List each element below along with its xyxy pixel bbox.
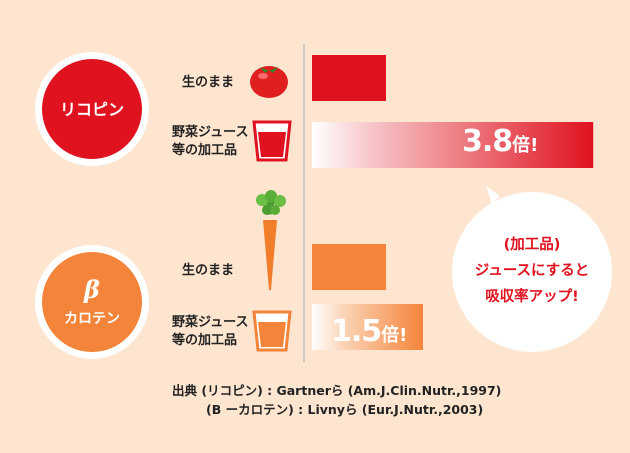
lyco-processed-label-line2: 等の加工品 (172, 143, 238, 158)
lyco-raw-bar (312, 55, 386, 101)
citation-line2: (B ーカロテン) : Livnyら (Eur.J.Nutr.,2003) (206, 402, 484, 417)
bubble-line2: ジュースにすると (474, 263, 590, 279)
bubble-text: (加工品) ジュースにすると 吸収率アップ! (462, 232, 602, 310)
speech-bubble (452, 186, 612, 352)
lyco-multiplier-number: 3.8 (462, 124, 513, 159)
beta-processed-label-line1: 野菜ジュース (172, 315, 249, 330)
lyco-processed-label: 野菜ジュース 等の加工品 (172, 124, 248, 160)
citation: 出典 (リコピン) : Gartnerら (Am.J.Clin.Nutr.,19… (172, 381, 501, 419)
lyco-multiplier-unit: 倍 (512, 135, 531, 156)
beta-multiplier-unit: 倍 (381, 325, 400, 346)
carotene-badge-text: カロテン (64, 311, 120, 327)
lyco-processed-bar (312, 122, 594, 168)
citation-line1: 出典 (リコピン) : Gartnerら (Am.J.Clin.Nutr.,19… (172, 383, 502, 398)
bubble-line3: 吸収率アップ! (485, 289, 579, 305)
carotene-badge-symbol: β (83, 275, 100, 304)
red-juice-glass-icon (252, 120, 292, 162)
bars-group (312, 55, 594, 350)
beta-processed-label: 野菜ジュース 等の加工品 (172, 314, 248, 350)
beta-raw-bar (312, 244, 386, 290)
lyco-processed-label-line1: 野菜ジュース (172, 125, 249, 140)
beta-processed-label-line2: 等の加工品 (172, 333, 238, 348)
lycopene-badge: リコピン (35, 52, 149, 166)
bubble-line1: (加工品) (503, 237, 561, 253)
lyco-multiplier-label: 3.8倍! (462, 124, 538, 159)
carotene-badge: β カロテン (35, 245, 149, 359)
tomato-icon (250, 66, 288, 98)
beta-multiplier-label: 1.5倍! (331, 314, 407, 349)
lyco-raw-label: 生のまま (182, 75, 235, 90)
beta-multiplier-mark: ! (399, 325, 408, 346)
lyco-multiplier-mark: ! (530, 135, 539, 156)
beta-multiplier-number: 1.5 (331, 314, 382, 349)
beta-processed-bar (312, 304, 423, 350)
orange-juice-glass-icon (252, 310, 292, 352)
lycopene-badge-text: リコピン (60, 100, 124, 119)
carrot-icon (256, 190, 286, 290)
beta-raw-label: 生のまま (182, 263, 235, 278)
